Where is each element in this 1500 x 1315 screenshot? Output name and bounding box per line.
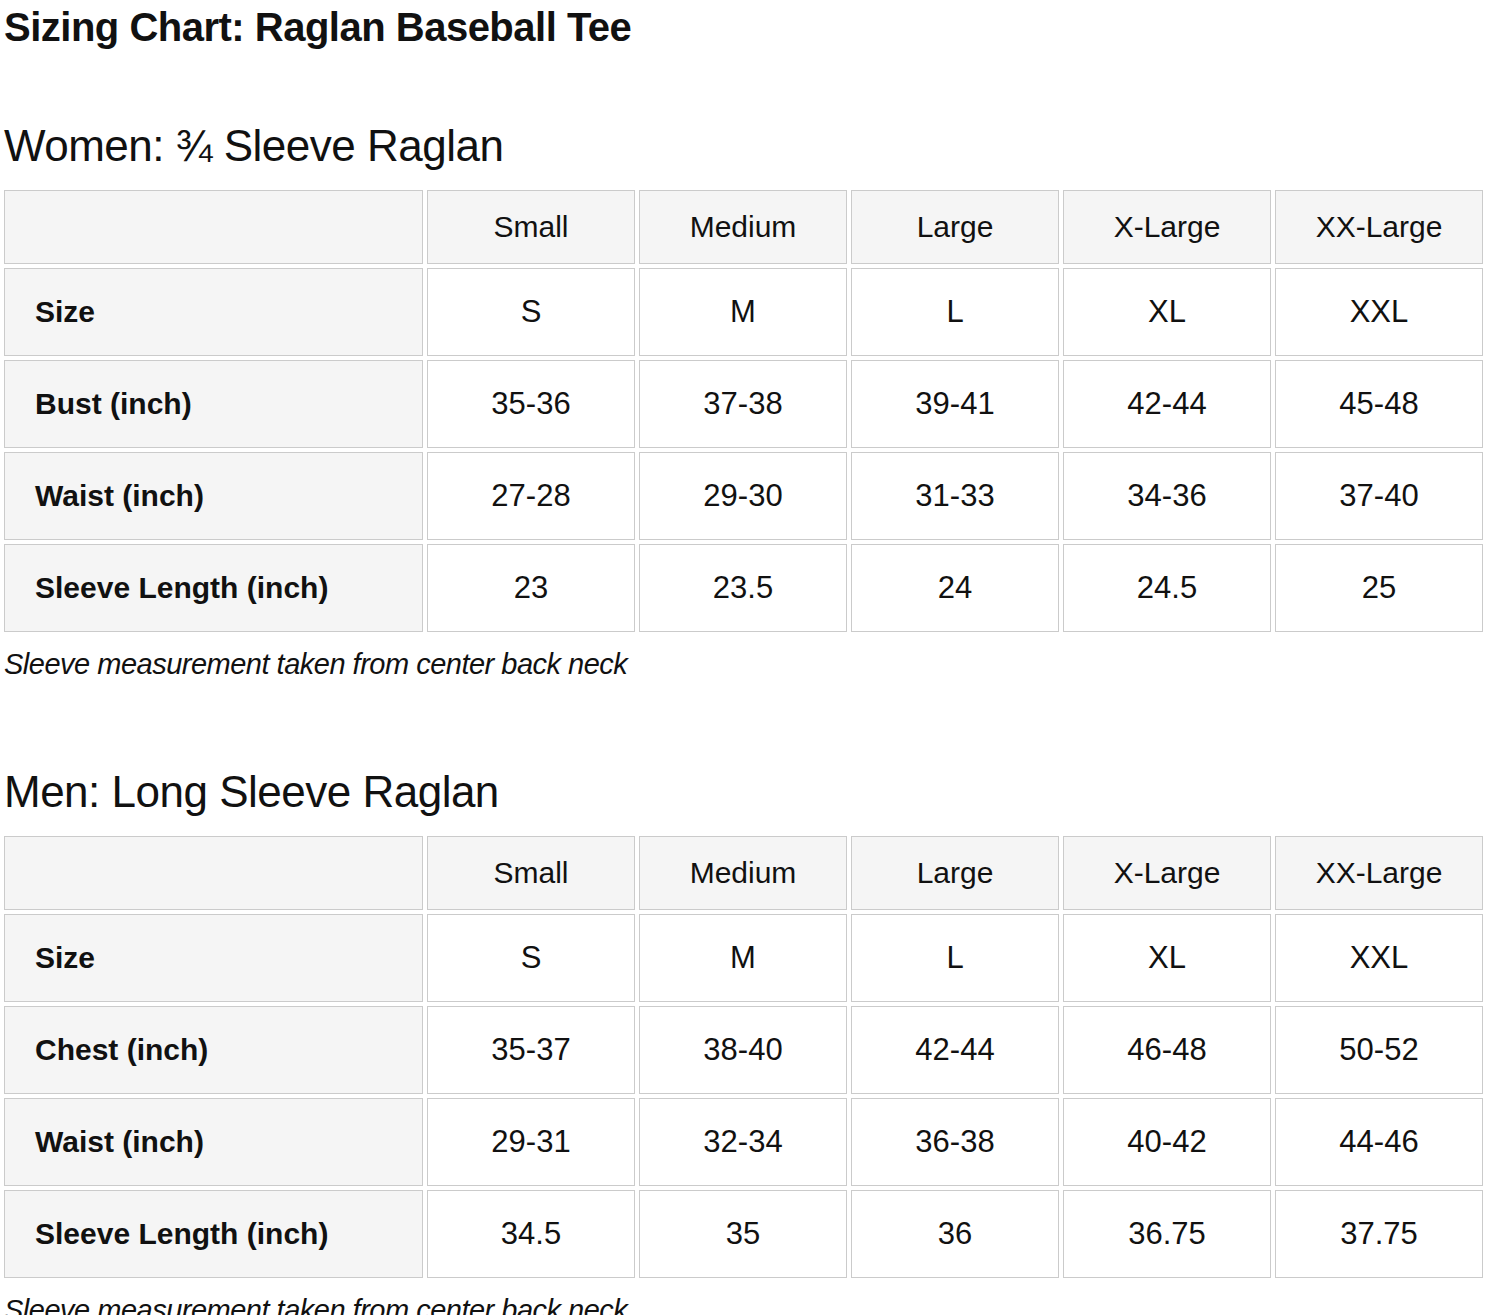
- value-cell: 45-48: [1275, 360, 1483, 448]
- page-title: Sizing Chart: Raglan Baseball Tee: [4, 2, 1500, 52]
- value-cell: XL: [1063, 914, 1271, 1002]
- column-header-cell: Large: [851, 836, 1059, 910]
- value-cell: 37-38: [639, 360, 847, 448]
- value-cell: 24.5: [1063, 544, 1271, 632]
- column-header-cell: Medium: [639, 836, 847, 910]
- value-cell: 42-44: [1063, 360, 1271, 448]
- value-cell: 35-37: [427, 1006, 635, 1094]
- table-row: Size S M L XL XXL: [4, 268, 1483, 356]
- row-label-cell: Chest (inch): [4, 1006, 423, 1094]
- value-cell: 42-44: [851, 1006, 1059, 1094]
- table-row: Sleeve Length (inch) 34.5 35 36 36.75 37…: [4, 1190, 1483, 1278]
- men-section-heading: Men: Long Sleeve Raglan: [4, 767, 1500, 818]
- value-cell: 35-36: [427, 360, 635, 448]
- table-row: Bust (inch) 35-36 37-38 39-41 42-44 45-4…: [4, 360, 1483, 448]
- value-cell: XL: [1063, 268, 1271, 356]
- value-cell: 37-40: [1275, 452, 1483, 540]
- women-section-heading: Women: ¾ Sleeve Raglan: [4, 121, 1500, 172]
- value-cell: 23.5: [639, 544, 847, 632]
- value-cell: 24: [851, 544, 1059, 632]
- value-cell: 40-42: [1063, 1098, 1271, 1186]
- row-label-cell: Waist (inch): [4, 1098, 423, 1186]
- row-label-cell: Size: [4, 914, 423, 1002]
- column-header-cell: X-Large: [1063, 836, 1271, 910]
- value-cell: L: [851, 914, 1059, 1002]
- women-size-table: Small Medium Large X-Large XX-Large Size…: [0, 186, 1487, 636]
- value-cell: 25: [1275, 544, 1483, 632]
- men-size-table: Small Medium Large X-Large XX-Large Size…: [0, 832, 1487, 1282]
- table-row: Waist (inch) 27-28 29-30 31-33 34-36 37-…: [4, 452, 1483, 540]
- value-cell: L: [851, 268, 1059, 356]
- value-cell: 38-40: [639, 1006, 847, 1094]
- value-cell: S: [427, 914, 635, 1002]
- value-cell: 34.5: [427, 1190, 635, 1278]
- value-cell: 44-46: [1275, 1098, 1483, 1186]
- value-cell: 46-48: [1063, 1006, 1271, 1094]
- column-header-cell: X-Large: [1063, 190, 1271, 264]
- column-header-cell: XX-Large: [1275, 190, 1483, 264]
- value-cell: S: [427, 268, 635, 356]
- row-label-cell: Sleeve Length (inch): [4, 1190, 423, 1278]
- sleeve-measurement-note: Sleeve measurement taken from center bac…: [4, 1294, 1500, 1315]
- value-cell: 34-36: [1063, 452, 1271, 540]
- value-cell: M: [639, 268, 847, 356]
- column-header-cell: Small: [427, 190, 635, 264]
- column-header-cell: Large: [851, 190, 1059, 264]
- value-cell: 29-30: [639, 452, 847, 540]
- value-cell: 36-38: [851, 1098, 1059, 1186]
- men-section: Men: Long Sleeve Raglan Small Medium Lar…: [4, 767, 1500, 1315]
- column-header-cell: Medium: [639, 190, 847, 264]
- value-cell: 27-28: [427, 452, 635, 540]
- women-section: Women: ¾ Sleeve Raglan Small Medium Larg…: [4, 121, 1500, 681]
- row-label-cell: Waist (inch): [4, 452, 423, 540]
- value-cell: 37.75: [1275, 1190, 1483, 1278]
- value-cell: 35: [639, 1190, 847, 1278]
- row-label-cell: Bust (inch): [4, 360, 423, 448]
- value-cell: 39-41: [851, 360, 1059, 448]
- value-cell: XXL: [1275, 914, 1483, 1002]
- table-header-row: Small Medium Large X-Large XX-Large: [4, 190, 1483, 264]
- value-cell: 32-34: [639, 1098, 847, 1186]
- row-label-cell: Sleeve Length (inch): [4, 544, 423, 632]
- value-cell: 50-52: [1275, 1006, 1483, 1094]
- table-header-row: Small Medium Large X-Large XX-Large: [4, 836, 1483, 910]
- table-row: Sleeve Length (inch) 23 23.5 24 24.5 25: [4, 544, 1483, 632]
- value-cell: 23: [427, 544, 635, 632]
- blank-header-cell: [4, 836, 423, 910]
- column-header-cell: Small: [427, 836, 635, 910]
- blank-header-cell: [4, 190, 423, 264]
- value-cell: XXL: [1275, 268, 1483, 356]
- value-cell: 29-31: [427, 1098, 635, 1186]
- value-cell: 36: [851, 1190, 1059, 1278]
- value-cell: 31-33: [851, 452, 1059, 540]
- sleeve-measurement-note: Sleeve measurement taken from center bac…: [4, 648, 1500, 681]
- value-cell: M: [639, 914, 847, 1002]
- table-row: Waist (inch) 29-31 32-34 36-38 40-42 44-…: [4, 1098, 1483, 1186]
- table-row: Chest (inch) 35-37 38-40 42-44 46-48 50-…: [4, 1006, 1483, 1094]
- table-row: Size S M L XL XXL: [4, 914, 1483, 1002]
- value-cell: 36.75: [1063, 1190, 1271, 1278]
- column-header-cell: XX-Large: [1275, 836, 1483, 910]
- row-label-cell: Size: [4, 268, 423, 356]
- sizing-chart-page: Sizing Chart: Raglan Baseball Tee Women:…: [0, 0, 1500, 1315]
